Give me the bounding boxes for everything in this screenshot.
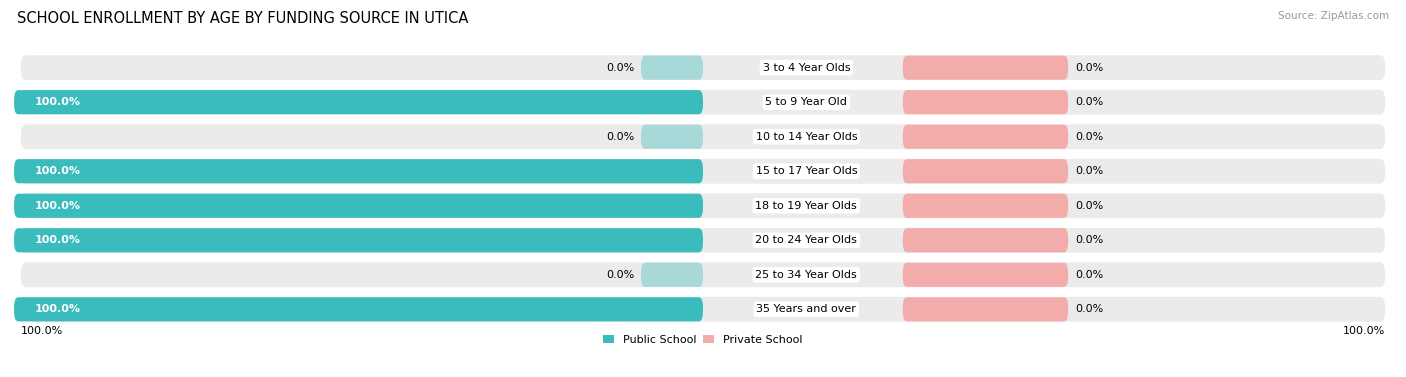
FancyBboxPatch shape — [14, 194, 703, 218]
Text: 0.0%: 0.0% — [1076, 235, 1104, 245]
FancyBboxPatch shape — [21, 159, 1385, 184]
Text: Source: ZipAtlas.com: Source: ZipAtlas.com — [1278, 11, 1389, 21]
FancyBboxPatch shape — [903, 194, 1069, 218]
Text: 0.0%: 0.0% — [1076, 166, 1104, 176]
Text: 18 to 19 Year Olds: 18 to 19 Year Olds — [755, 201, 858, 211]
FancyBboxPatch shape — [903, 125, 1069, 149]
FancyBboxPatch shape — [21, 193, 1385, 218]
Text: 5 to 9 Year Old: 5 to 9 Year Old — [765, 97, 848, 107]
FancyBboxPatch shape — [14, 159, 703, 183]
FancyBboxPatch shape — [641, 263, 703, 287]
Text: 15 to 17 Year Olds: 15 to 17 Year Olds — [755, 166, 858, 176]
FancyBboxPatch shape — [903, 55, 1069, 80]
Text: 100.0%: 100.0% — [35, 201, 80, 211]
Text: 100.0%: 100.0% — [35, 235, 80, 245]
Text: 100.0%: 100.0% — [21, 326, 63, 336]
FancyBboxPatch shape — [21, 228, 1385, 253]
Text: 0.0%: 0.0% — [606, 270, 634, 280]
FancyBboxPatch shape — [903, 297, 1069, 322]
Text: 0.0%: 0.0% — [1076, 132, 1104, 142]
Text: 10 to 14 Year Olds: 10 to 14 Year Olds — [755, 132, 858, 142]
FancyBboxPatch shape — [21, 55, 1385, 80]
FancyBboxPatch shape — [641, 125, 703, 149]
Text: 25 to 34 Year Olds: 25 to 34 Year Olds — [755, 270, 858, 280]
FancyBboxPatch shape — [14, 228, 703, 252]
FancyBboxPatch shape — [21, 124, 1385, 149]
Text: 100.0%: 100.0% — [1343, 326, 1385, 336]
Text: 20 to 24 Year Olds: 20 to 24 Year Olds — [755, 235, 858, 245]
FancyBboxPatch shape — [903, 159, 1069, 183]
Text: 35 Years and over: 35 Years and over — [756, 304, 856, 314]
Text: 100.0%: 100.0% — [35, 97, 80, 107]
Text: 3 to 4 Year Olds: 3 to 4 Year Olds — [762, 63, 851, 73]
Text: 0.0%: 0.0% — [1076, 270, 1104, 280]
FancyBboxPatch shape — [21, 90, 1385, 115]
FancyBboxPatch shape — [641, 55, 703, 80]
Legend: Public School, Private School: Public School, Private School — [599, 330, 807, 349]
Text: 0.0%: 0.0% — [1076, 63, 1104, 73]
Text: 0.0%: 0.0% — [1076, 97, 1104, 107]
Text: 0.0%: 0.0% — [606, 63, 634, 73]
FancyBboxPatch shape — [903, 263, 1069, 287]
Text: 0.0%: 0.0% — [1076, 201, 1104, 211]
FancyBboxPatch shape — [903, 90, 1069, 114]
FancyBboxPatch shape — [903, 228, 1069, 252]
FancyBboxPatch shape — [21, 262, 1385, 287]
FancyBboxPatch shape — [21, 297, 1385, 322]
Text: 0.0%: 0.0% — [606, 132, 634, 142]
Text: 0.0%: 0.0% — [1076, 304, 1104, 314]
Text: SCHOOL ENROLLMENT BY AGE BY FUNDING SOURCE IN UTICA: SCHOOL ENROLLMENT BY AGE BY FUNDING SOUR… — [17, 11, 468, 26]
FancyBboxPatch shape — [14, 297, 703, 322]
Text: 100.0%: 100.0% — [35, 166, 80, 176]
FancyBboxPatch shape — [14, 90, 703, 114]
Text: 100.0%: 100.0% — [35, 304, 80, 314]
